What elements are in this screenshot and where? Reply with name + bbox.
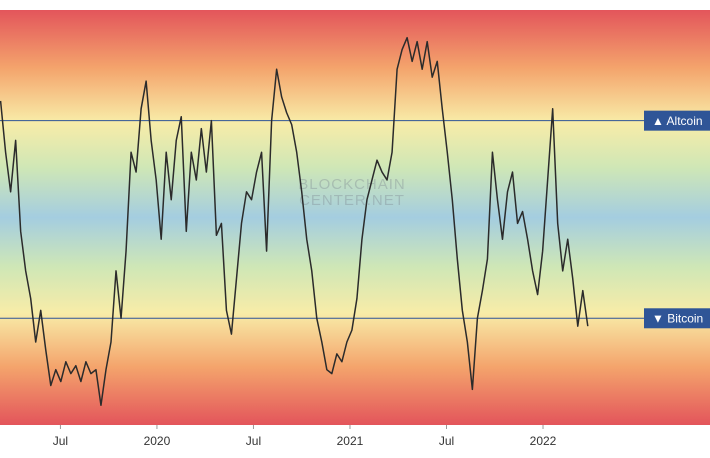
level-label-box bbox=[644, 308, 710, 329]
data-line bbox=[0, 36, 589, 406]
watermark: CENTER.NET bbox=[299, 192, 405, 209]
watermark: BLOCKCHAIN bbox=[298, 176, 406, 193]
x-tick-label: Jul bbox=[53, 434, 68, 448]
plot-background bbox=[0, 10, 710, 425]
x-tick-label: 2020 bbox=[144, 434, 171, 448]
level-label: ▲ Altcoin bbox=[652, 114, 703, 128]
x-tick-label: Jul bbox=[439, 434, 454, 448]
x-tick-label: Jul bbox=[246, 434, 261, 448]
level-label-box bbox=[644, 110, 710, 131]
x-tick-label: 2021 bbox=[337, 434, 364, 448]
x-tick-label: 2022 bbox=[530, 434, 557, 448]
level-label: ▼ Bitcoin bbox=[652, 311, 703, 325]
